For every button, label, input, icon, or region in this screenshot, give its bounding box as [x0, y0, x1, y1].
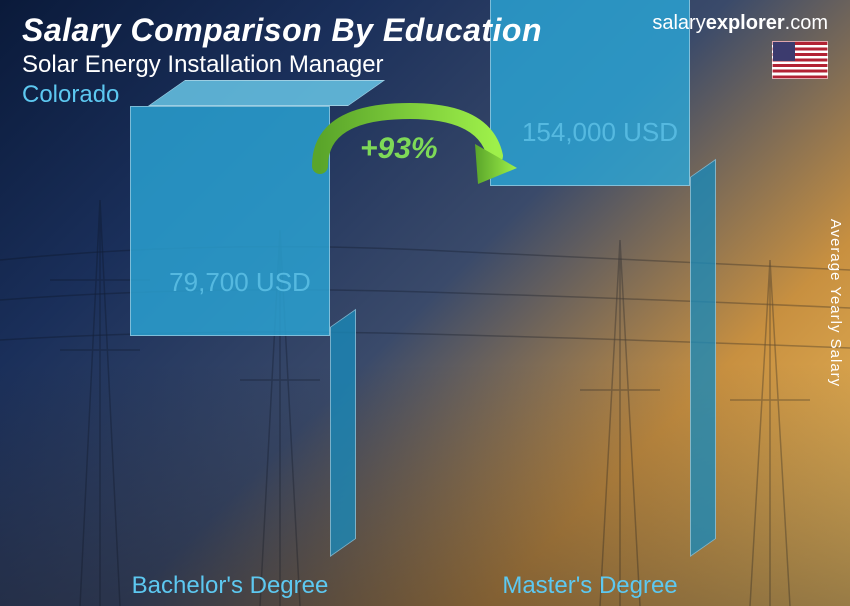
title-location: Colorado	[22, 81, 542, 109]
bar-side-0	[330, 309, 356, 557]
brand-bold: explorer	[706, 12, 785, 34]
flag-icon	[772, 41, 828, 79]
brand-block: salaryexplorer.com	[652, 12, 828, 79]
title-subtitle: Solar Energy Installation Manager	[22, 51, 542, 79]
title-block: Salary Comparison By Education Solar Ene…	[22, 12, 542, 109]
bar-bachelors: 79,700 USD Bachelor's Degree	[130, 336, 330, 566]
bar-label-1: Master's Degree	[460, 566, 720, 600]
bar-label-0: Bachelor's Degree	[100, 566, 360, 600]
bar-masters: 154,000 USD Master's Degree	[490, 186, 690, 566]
side-caption: Average Yearly Salary	[827, 219, 844, 387]
brand-text: salaryexplorer.com	[652, 12, 828, 35]
brand-suffix: .com	[785, 12, 828, 34]
brand-prefix: salary	[652, 12, 705, 34]
bar-side-1	[690, 159, 716, 557]
title-main: Salary Comparison By Education	[22, 12, 542, 49]
header: Salary Comparison By Education Solar Ene…	[22, 12, 828, 109]
increase-percent: +93%	[360, 132, 438, 166]
chart-area: 79,700 USD Bachelor's Degree 154,000 USD…	[0, 130, 850, 566]
